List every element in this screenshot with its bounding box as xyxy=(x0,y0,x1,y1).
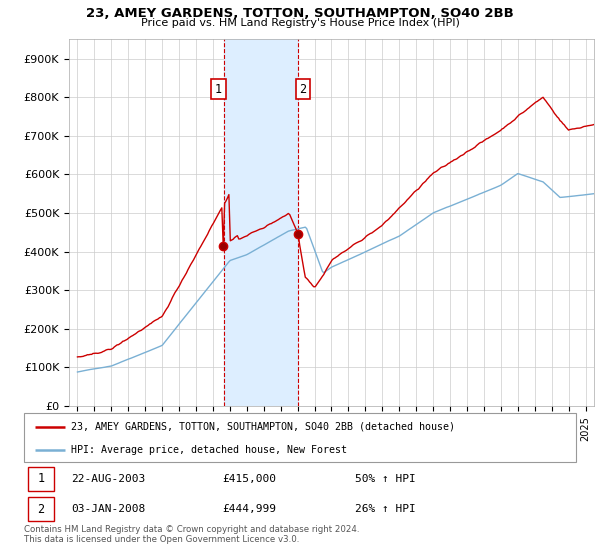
Text: 22-AUG-2003: 22-AUG-2003 xyxy=(71,474,145,484)
Text: 50% ↑ HPI: 50% ↑ HPI xyxy=(355,474,416,484)
Text: Price paid vs. HM Land Registry's House Price Index (HPI): Price paid vs. HM Land Registry's House … xyxy=(140,18,460,29)
Text: 03-JAN-2008: 03-JAN-2008 xyxy=(71,504,145,514)
Text: 2: 2 xyxy=(38,502,44,516)
Bar xyxy=(28,497,54,521)
Text: 1: 1 xyxy=(38,472,44,486)
Text: 23, AMEY GARDENS, TOTTON, SOUTHAMPTON, SO40 2BB: 23, AMEY GARDENS, TOTTON, SOUTHAMPTON, S… xyxy=(86,7,514,20)
Text: £444,999: £444,999 xyxy=(223,504,277,514)
Text: £415,000: £415,000 xyxy=(223,474,277,484)
Text: HPI: Average price, detached house, New Forest: HPI: Average price, detached house, New … xyxy=(71,445,347,455)
Text: 1: 1 xyxy=(215,83,222,96)
Bar xyxy=(28,467,54,491)
Text: 23, AMEY GARDENS, TOTTON, SOUTHAMPTON, SO40 2BB (detached house): 23, AMEY GARDENS, TOTTON, SOUTHAMPTON, S… xyxy=(71,422,455,432)
Text: Contains HM Land Registry data © Crown copyright and database right 2024.
This d: Contains HM Land Registry data © Crown c… xyxy=(24,525,359,544)
Text: 2: 2 xyxy=(299,83,307,96)
Text: 26% ↑ HPI: 26% ↑ HPI xyxy=(355,504,416,514)
Bar xyxy=(224,39,298,406)
